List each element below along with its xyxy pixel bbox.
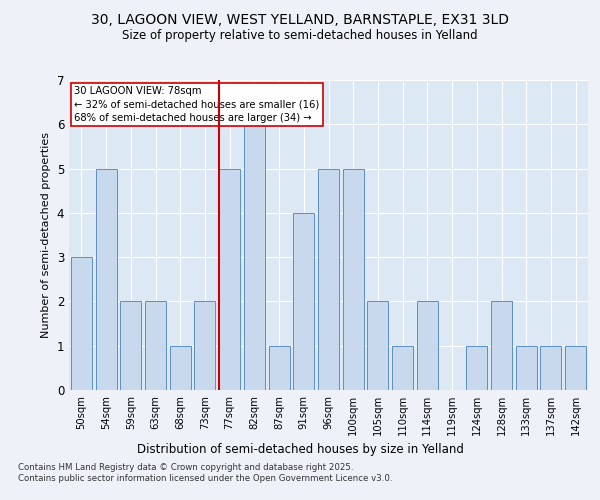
Bar — [194, 302, 215, 390]
Bar — [244, 124, 265, 390]
Text: Size of property relative to semi-detached houses in Yelland: Size of property relative to semi-detach… — [122, 29, 478, 42]
Bar — [367, 302, 388, 390]
Text: Contains public sector information licensed under the Open Government Licence v3: Contains public sector information licen… — [18, 474, 392, 483]
Bar — [293, 213, 314, 390]
Bar — [565, 346, 586, 390]
Bar — [392, 346, 413, 390]
Bar — [417, 302, 438, 390]
Bar — [71, 257, 92, 390]
Bar — [170, 346, 191, 390]
Bar — [541, 346, 562, 390]
Text: Distribution of semi-detached houses by size in Yelland: Distribution of semi-detached houses by … — [137, 442, 463, 456]
Y-axis label: Number of semi-detached properties: Number of semi-detached properties — [41, 132, 51, 338]
Bar — [466, 346, 487, 390]
Bar — [343, 168, 364, 390]
Text: 30, LAGOON VIEW, WEST YELLAND, BARNSTAPLE, EX31 3LD: 30, LAGOON VIEW, WEST YELLAND, BARNSTAPL… — [91, 12, 509, 26]
Bar — [219, 168, 240, 390]
Bar — [120, 302, 141, 390]
Bar — [318, 168, 339, 390]
Text: Contains HM Land Registry data © Crown copyright and database right 2025.: Contains HM Land Registry data © Crown c… — [18, 462, 353, 471]
Bar — [145, 302, 166, 390]
Bar — [516, 346, 537, 390]
Text: 30 LAGOON VIEW: 78sqm
← 32% of semi-detached houses are smaller (16)
68% of semi: 30 LAGOON VIEW: 78sqm ← 32% of semi-deta… — [74, 86, 319, 122]
Bar — [269, 346, 290, 390]
Bar — [95, 168, 116, 390]
Bar — [491, 302, 512, 390]
